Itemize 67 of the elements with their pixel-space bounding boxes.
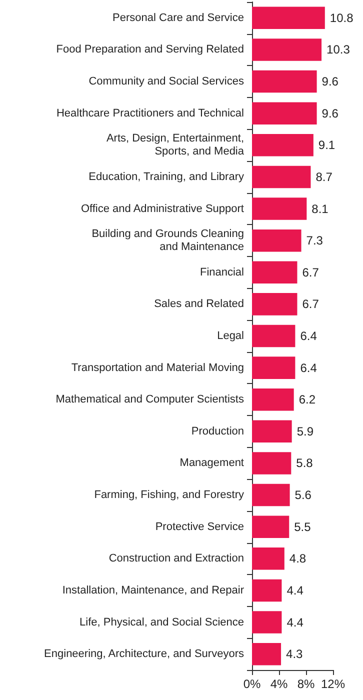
y-tick-label: Management	[180, 457, 244, 470]
bar	[252, 388, 294, 411]
x-tick-label: 12%	[320, 677, 346, 691]
data-label: 5.5	[294, 520, 312, 534]
bar	[252, 356, 296, 379]
bar	[252, 642, 282, 666]
data-label: 5.8	[296, 456, 314, 470]
bar	[252, 611, 282, 634]
bar	[252, 198, 307, 220]
bar	[252, 484, 290, 506]
data-label: 6.2	[298, 392, 316, 407]
data-label: 4.8	[289, 552, 306, 566]
bar	[252, 70, 317, 93]
data-label: 9.6	[322, 106, 339, 120]
data-label: 6.4	[300, 360, 318, 375]
y-tick-label: Financial	[200, 266, 244, 278]
y-tick-label: Legal	[217, 330, 244, 342]
bar	[252, 579, 282, 602]
x-tick-label: 8%	[297, 677, 315, 691]
bar	[252, 102, 317, 124]
y-tick-label: Building and Grounds Cleaning and Maintenance	[92, 228, 244, 254]
data-label: 10.8	[330, 10, 354, 25]
bar	[252, 229, 302, 252]
bar	[252, 293, 298, 316]
data-label: 6.7	[302, 297, 320, 312]
data-label: 6.7	[302, 265, 320, 280]
y-tick-label: Transportation and Material Moving	[71, 362, 244, 374]
bar	[252, 324, 296, 348]
data-label: 6.4	[300, 329, 318, 343]
data-label: 9.1	[318, 138, 336, 152]
bar	[252, 134, 314, 156]
data-label: 4.4	[286, 615, 304, 630]
y-tick-label: Farming, Fishing, and Forestry	[94, 489, 244, 502]
y-tick-label: Food Preparation and Serving Related	[56, 44, 244, 56]
x-tick-label: 4%	[270, 677, 288, 691]
bar	[252, 166, 311, 188]
y-tick-label: Sales and Related	[154, 298, 244, 310]
y-tick-label: Engineering, Architecture, and Surveyors	[44, 648, 244, 660]
data-label: 10.3	[326, 42, 350, 57]
y-tick-label: Healthcare Practitioners and Technical	[56, 107, 244, 120]
data-label: 4.4	[286, 583, 304, 598]
data-label: 5.9	[296, 424, 314, 438]
y-tick-label: Community and Social Services	[88, 76, 244, 88]
data-label: 8.7	[316, 170, 333, 184]
x-tick-label: 0%	[243, 677, 261, 691]
y-tick-label: Life, Physical, and Social Science	[80, 616, 244, 628]
y-tick-label: Construction and Extraction	[108, 552, 244, 565]
data-label: 9.6	[322, 74, 339, 89]
bar	[252, 261, 298, 284]
y-tick-label: Personal Care and Service	[112, 12, 244, 24]
y-tick-label: Mathematical and Computer Scientists	[56, 394, 244, 406]
y-tick-label: Production	[191, 425, 244, 438]
bar	[252, 420, 292, 443]
bar	[252, 38, 322, 61]
data-label: 8.1	[312, 202, 329, 216]
bar	[252, 6, 325, 30]
data-label: 5.6	[294, 488, 312, 502]
y-tick-label: Protective Service	[155, 520, 244, 533]
y-tick-label: Arts, Design, Entertainment, Sports, and Media	[106, 132, 245, 158]
data-label: 7.3	[306, 234, 324, 248]
y-tick-label: Education, Training, and Library	[88, 170, 244, 183]
bar	[252, 516, 290, 538]
bar	[252, 548, 284, 570]
y-tick-label: Installation, Maintenance, and Repair	[62, 584, 244, 596]
bar	[252, 452, 292, 474]
data-label: 4.3	[286, 647, 304, 662]
y-tick-label: Office and Administrative Support	[80, 202, 244, 215]
